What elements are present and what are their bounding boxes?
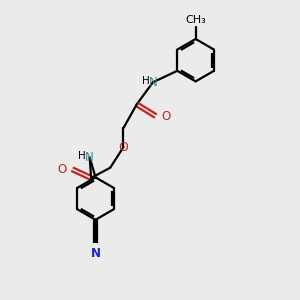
Text: H: H bbox=[77, 151, 85, 161]
Text: N: N bbox=[91, 248, 100, 260]
Text: CH₃: CH₃ bbox=[185, 15, 206, 26]
Text: O: O bbox=[118, 141, 128, 154]
Text: O: O bbox=[161, 110, 170, 123]
Text: N: N bbox=[148, 76, 157, 89]
Text: N: N bbox=[85, 151, 94, 164]
Text: O: O bbox=[57, 163, 67, 176]
Text: H: H bbox=[142, 76, 149, 86]
